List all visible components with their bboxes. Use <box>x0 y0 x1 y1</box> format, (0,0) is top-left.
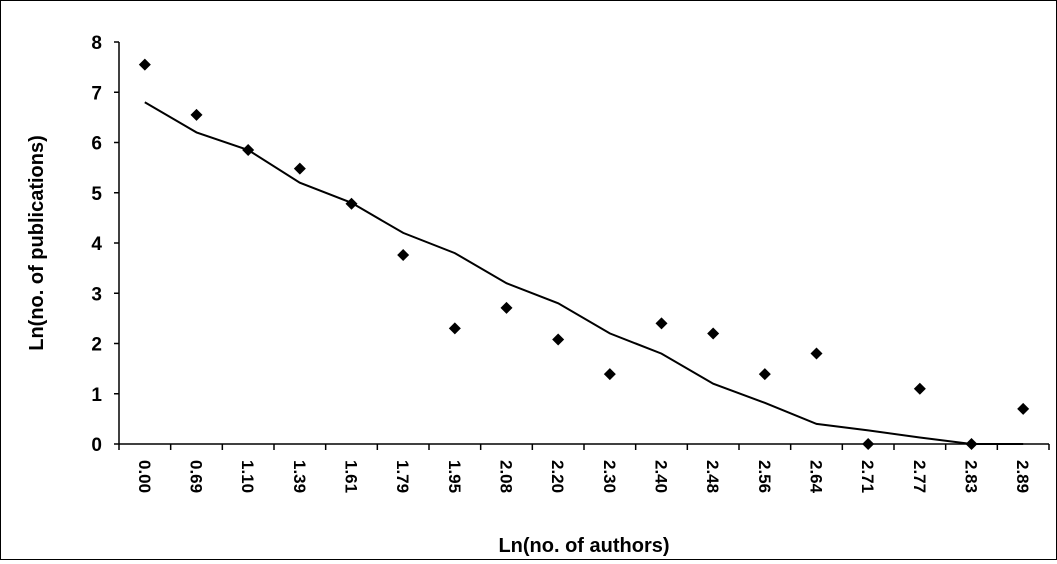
y-tick-label: 1 <box>91 385 102 406</box>
data-point <box>913 382 926 395</box>
y-tick-labels: 0 1 2 3 4 5 6 7 8 <box>91 33 102 456</box>
y-tick-label: 4 <box>91 234 102 255</box>
x-tick-label: 2.71 <box>858 460 877 493</box>
data-point <box>293 162 306 175</box>
x-tick-label: 2.83 <box>962 460 981 493</box>
x-tick-labels: 0.00 0.69 1.10 1.39 1.61 1.79 1.95 2.08 2.20 2.30… <box>135 460 1032 494</box>
x-tick-label: 2.30 <box>600 460 619 493</box>
scatter-series <box>138 58 1030 450</box>
x-tick-label: 1.95 <box>445 460 464 493</box>
data-point <box>655 317 668 330</box>
x-tick-label: 2.20 <box>548 460 567 493</box>
data-point <box>965 438 978 450</box>
x-tick-label: 2.64 <box>807 460 826 494</box>
y-axis-label: Ln(no. of publications) <box>26 135 48 351</box>
x-axis-label: Ln(no. of authors) <box>498 535 669 557</box>
axes <box>114 41 1050 450</box>
data-point <box>448 322 461 335</box>
data-point <box>1017 402 1030 415</box>
data-point <box>138 58 151 71</box>
data-point <box>242 144 255 157</box>
y-tick-label: 7 <box>91 83 102 104</box>
x-tick-label: 2.08 <box>497 460 516 493</box>
x-tick-label: 0.00 <box>135 460 154 493</box>
trend-line <box>144 101 1024 445</box>
data-point <box>758 368 771 381</box>
x-tick-label: 1.79 <box>393 460 412 493</box>
x-tick-label: 2.40 <box>652 460 671 493</box>
x-tick-label: 1.61 <box>342 460 361 493</box>
data-point <box>552 333 565 346</box>
y-tick-label: 3 <box>91 284 102 305</box>
data-point <box>810 347 823 360</box>
y-tick-label: 5 <box>91 184 102 205</box>
data-point <box>862 438 875 450</box>
trend-line-series <box>144 101 1024 445</box>
x-tick-label: 0.69 <box>187 460 206 493</box>
y-tick-label: 2 <box>91 335 102 356</box>
data-point <box>397 249 410 262</box>
x-tick-label: 2.77 <box>910 460 929 493</box>
x-tick-label: 2.89 <box>1013 460 1032 493</box>
y-tick-label: 6 <box>91 134 102 155</box>
data-point <box>345 197 358 210</box>
data-point <box>603 368 616 381</box>
data-point <box>500 301 513 314</box>
x-tick-label: 2.56 <box>755 460 774 493</box>
data-point <box>190 108 203 121</box>
y-tick-label: 0 <box>91 435 102 456</box>
x-tick-label: 1.39 <box>290 460 309 493</box>
y-tick-label: 8 <box>91 33 102 54</box>
data-point <box>707 327 720 340</box>
x-tick-label: 1.10 <box>238 460 257 493</box>
x-tick-label: 2.48 <box>703 460 722 493</box>
